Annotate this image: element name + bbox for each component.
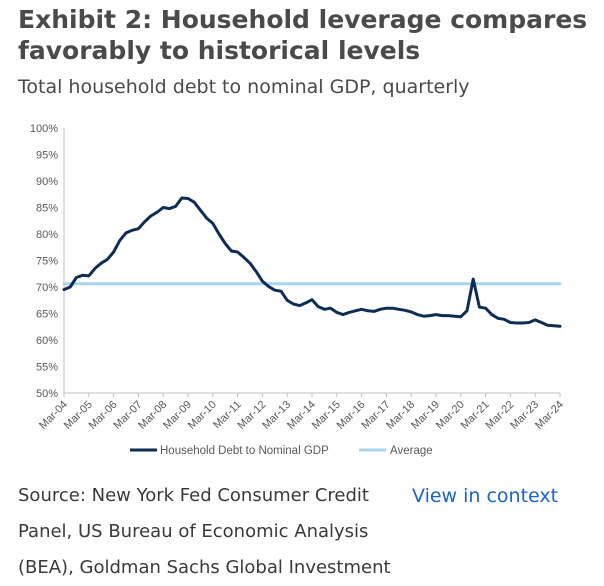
y-tick-label: 75% — [36, 256, 58, 268]
y-tick-label: 60% — [36, 335, 58, 347]
y-tick-label: 55% — [36, 362, 58, 374]
y-tick-label: 95% — [36, 150, 58, 162]
y-axis: 50% 55% 60% 65% 70% 75% 80% 85% 90% 95% 100% — [30, 123, 65, 400]
y-tick-label: 65% — [36, 309, 58, 321]
legend-label-average: Average — [390, 445, 433, 457]
x-tick-label: Mar-24 — [533, 399, 566, 432]
y-tick-label: 90% — [36, 176, 58, 188]
legend-label-household-debt: Household Debt to Nominal GDP — [160, 445, 329, 457]
y-tick-label: 85% — [36, 203, 58, 215]
chart-legend: Household Debt to Nominal GDP Average — [130, 445, 433, 457]
source-note: Source: New York Fed Consumer Credit Pan… — [18, 485, 391, 578]
series-line-household-debt — [62, 196, 562, 328]
exhibit-title: Exhibit 2: Household leverage compares f… — [18, 5, 588, 65]
x-axis: Mar-04Mar-05Mar-06Mar-07Mar-08Mar-09Mar-… — [37, 392, 566, 432]
y-tick-label: 100% — [30, 123, 58, 135]
y-tick-label: 70% — [36, 282, 58, 294]
view-in-context-link[interactable]: View in context — [412, 485, 559, 507]
line-chart: 50% 55% 60% 65% 70% 75% 80% 85% 90% 95% 100% Mar-0… — [30, 123, 566, 457]
series-lines — [62, 196, 562, 328]
chart-subtitle: Total household debt to nominal GDP, qua… — [18, 76, 470, 98]
y-tick-label: 50% — [36, 388, 58, 400]
y-tick-label: 80% — [36, 229, 58, 241]
